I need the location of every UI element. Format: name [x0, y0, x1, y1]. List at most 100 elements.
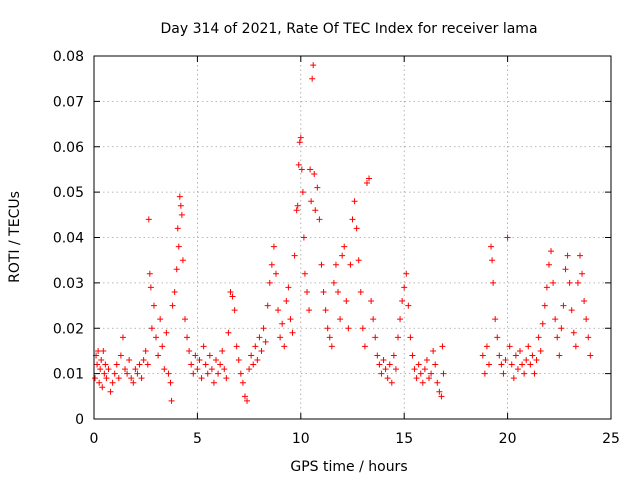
data-point — [554, 334, 561, 341]
data-point — [439, 343, 446, 350]
data-point — [225, 329, 232, 336]
data-point — [171, 288, 178, 295]
data-point — [583, 316, 590, 323]
data-point — [535, 334, 542, 341]
data-point — [117, 352, 124, 359]
data-point — [345, 325, 352, 332]
data-point — [434, 379, 441, 386]
data-point — [107, 388, 114, 395]
data-point — [99, 384, 106, 391]
data-point — [119, 334, 126, 341]
data-point — [297, 134, 304, 141]
data-point — [159, 343, 166, 350]
data-point — [545, 261, 552, 268]
data-point — [281, 343, 288, 350]
data-point — [370, 316, 377, 323]
data-point — [268, 261, 275, 268]
data-point — [306, 307, 313, 314]
data-point — [96, 379, 103, 386]
data-point — [483, 343, 490, 350]
data-point — [562, 266, 569, 273]
data-point — [508, 361, 515, 368]
data-point — [411, 366, 418, 373]
data-point — [279, 320, 286, 327]
data-point — [488, 243, 495, 250]
grid-lines — [94, 56, 611, 419]
data-point — [293, 207, 300, 214]
data-point — [341, 243, 348, 250]
data-point — [246, 366, 253, 373]
plot-frame — [93, 55, 612, 420]
data-point — [479, 352, 486, 359]
chart-title: Day 314 of 2021, Rate Of TEC Index for r… — [160, 21, 537, 37]
x-tick-label: 20 — [499, 431, 517, 447]
data-point — [130, 379, 137, 386]
data-point — [438, 393, 445, 400]
data-point — [100, 347, 107, 354]
data-point — [517, 347, 524, 354]
data-point — [142, 347, 149, 354]
data-point — [394, 334, 401, 341]
data-point — [254, 357, 261, 364]
data-point — [388, 379, 395, 386]
data-point — [558, 325, 565, 332]
data-point — [179, 257, 186, 264]
y-tick-label: 0.06 — [53, 140, 84, 156]
data-point — [122, 366, 129, 373]
data-point — [328, 343, 335, 350]
data-point — [320, 288, 327, 295]
data-point — [175, 243, 182, 250]
data-point — [213, 357, 220, 364]
data-point — [504, 234, 511, 241]
data-point — [572, 343, 579, 350]
data-point — [126, 357, 133, 364]
data-point — [521, 370, 528, 377]
data-point — [283, 298, 290, 305]
data-point — [248, 352, 255, 359]
data-point — [233, 343, 240, 350]
data-point — [147, 284, 154, 291]
y-tick-label: 0.04 — [53, 231, 84, 247]
data-point — [294, 202, 301, 209]
data-point — [366, 175, 373, 182]
data-point — [264, 302, 271, 309]
data-point — [417, 370, 424, 377]
data-point — [322, 307, 329, 314]
data-point — [102, 361, 109, 368]
data-point — [291, 252, 298, 259]
data-point — [237, 370, 244, 377]
data-point — [533, 357, 540, 364]
data-point — [359, 325, 366, 332]
data-point — [208, 366, 215, 373]
data-point — [194, 366, 201, 373]
data-point — [506, 343, 513, 350]
data-point — [489, 257, 496, 264]
data-point — [574, 279, 581, 286]
data-points — [92, 62, 594, 404]
data-point — [155, 352, 162, 359]
y-tick-label: 0 — [75, 412, 84, 428]
data-point — [97, 366, 104, 373]
data-point — [579, 270, 586, 277]
data-point — [335, 288, 342, 295]
data-point — [314, 184, 321, 191]
data-point — [382, 366, 389, 373]
data-point — [221, 366, 228, 373]
data-point — [537, 347, 544, 354]
data-point — [285, 284, 292, 291]
data-point — [169, 302, 176, 309]
data-point — [128, 375, 135, 382]
data-point — [250, 361, 257, 368]
data-point — [157, 316, 164, 323]
data-point — [177, 202, 184, 209]
data-point — [430, 347, 437, 354]
data-point — [368, 298, 375, 305]
data-point — [223, 375, 230, 382]
data-point — [401, 284, 408, 291]
data-point — [115, 375, 122, 382]
data-point — [153, 334, 160, 341]
data-point — [407, 334, 414, 341]
data-point — [275, 307, 282, 314]
x-tick-label: 10 — [292, 431, 310, 447]
data-point — [307, 166, 314, 173]
